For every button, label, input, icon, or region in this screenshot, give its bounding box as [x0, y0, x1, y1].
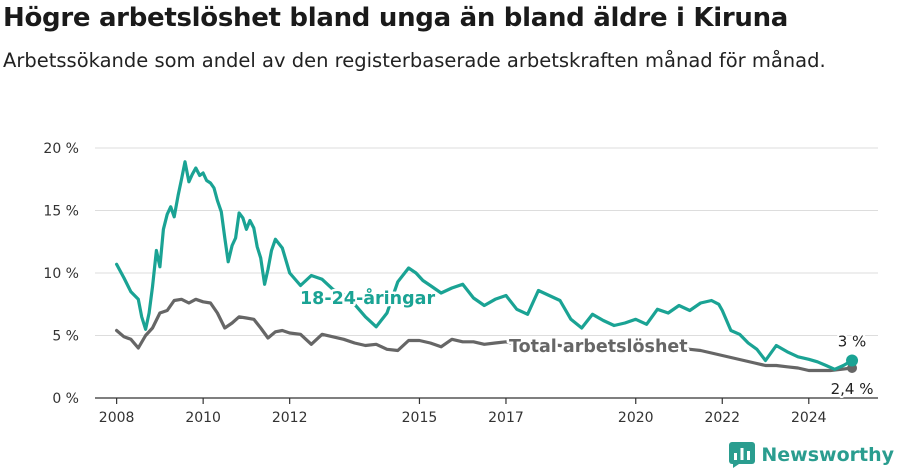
x-tick-label: 2010	[185, 410, 221, 426]
series-labels: 18-24-åringar Total arbetslöshet 3 % 2,4 %	[298, 285, 876, 401]
x-tick-label: 2024	[791, 410, 827, 426]
chart-subtitle: Arbetssökande som andel av den registerb…	[3, 49, 826, 72]
series-line-1	[115, 297, 854, 373]
series-line-0	[115, 160, 854, 371]
y-tick-label: 20 %	[43, 141, 79, 157]
chart-title: Högre arbetslöshet bland unga än bland ä…	[3, 3, 789, 33]
newsworthy-logo-icon	[729, 442, 756, 468]
series-name-label: Total arbetslöshet	[509, 337, 688, 357]
series-end-label: 2,4 %	[831, 380, 874, 398]
series-end-point-0	[846, 354, 859, 367]
x-tick-label: 2020	[618, 410, 654, 426]
y-tick-label: 10 %	[43, 266, 79, 282]
series-lines	[115, 160, 859, 373]
x-axis: 2008 2010 2012 2015 2017 2020 2022 2024	[95, 397, 878, 426]
y-tick-label: 0 %	[52, 391, 79, 407]
brand-logo[interactable]: Newsworthy	[729, 442, 894, 468]
series-name-label: 18-24-åringar	[300, 287, 435, 309]
series-end-label: 3 %	[838, 333, 867, 351]
y-tick-label: 15 %	[43, 204, 79, 220]
x-tick-label: 2008	[99, 410, 135, 426]
brand-name: Newsworthy	[761, 444, 894, 466]
x-tick-label: 2012	[272, 410, 308, 426]
x-tick-label: 2022	[704, 410, 740, 426]
y-axis: 0 % 5 % 10 % 15 % 20 %	[43, 141, 79, 407]
x-tick-label: 2017	[488, 410, 524, 426]
x-tick-label: 2015	[402, 410, 438, 426]
y-tick-label: 5 %	[52, 329, 79, 345]
grid-lines	[95, 147, 878, 336]
